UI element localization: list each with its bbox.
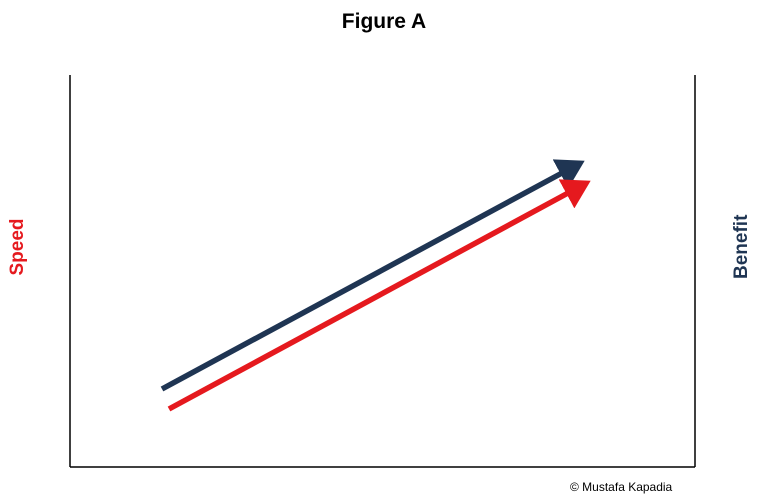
copyright-notice: © Mustafa Kapadia [570, 480, 673, 494]
speed-axis-label: Speed [7, 218, 28, 276]
speed-arrow [167, 179, 591, 412]
benefit-arrow [160, 159, 585, 392]
figure-title: Figure A [341, 10, 427, 33]
benefit-axis-label: Benefit [731, 214, 752, 279]
